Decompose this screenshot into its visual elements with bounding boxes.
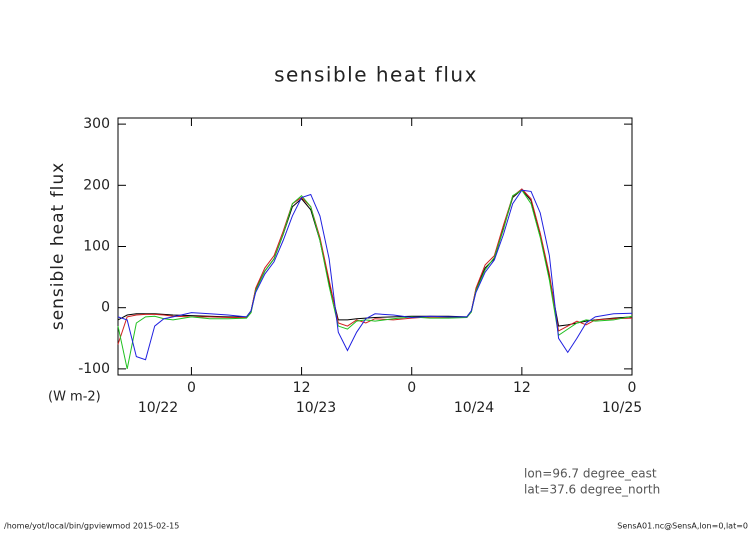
y-axis-label: sensible heat flux bbox=[48, 162, 68, 330]
y-tick-label: 300 bbox=[83, 116, 110, 132]
x-tick-label: 0 bbox=[628, 380, 637, 396]
chart-title: sensible heat flux bbox=[274, 63, 478, 87]
x-tick-label: 0 bbox=[187, 380, 196, 396]
y-tick-label: -100 bbox=[78, 361, 110, 377]
series-line bbox=[117, 189, 633, 369]
x-tick-label: 12 bbox=[513, 380, 531, 396]
annotation: lon=96.7 degree_east bbox=[524, 467, 657, 481]
series-line bbox=[117, 188, 633, 345]
y-tick-label: 0 bbox=[101, 300, 110, 316]
y-tick-label: 100 bbox=[83, 239, 110, 255]
date-label: 10/25 bbox=[602, 400, 642, 416]
date-label: 10/24 bbox=[454, 400, 494, 416]
x-tick-label: 0 bbox=[407, 380, 416, 396]
y-units: (W m-2) bbox=[48, 390, 101, 405]
date-label: 10/23 bbox=[296, 400, 336, 416]
y-tick-label: 200 bbox=[83, 177, 110, 193]
series-line bbox=[117, 189, 633, 361]
date-label: 10/22 bbox=[138, 400, 178, 416]
annotation: lat=37.6 degree_north bbox=[524, 483, 660, 497]
footer-right: SensA01.nc@SensA,lon=0,lat=0 bbox=[617, 522, 748, 531]
footer-left: /home/yot/local/bin/gpviewmod 2015-02-15 bbox=[4, 522, 179, 531]
x-tick-label: 12 bbox=[293, 380, 311, 396]
